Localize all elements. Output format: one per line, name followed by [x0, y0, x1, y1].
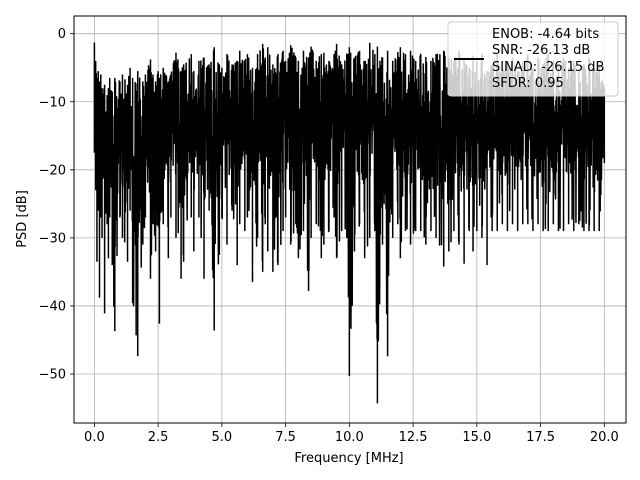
y-axis-label: PSD [dB]: [15, 190, 30, 248]
x-tick-label: 17.5: [526, 430, 555, 445]
legend-box: [447, 21, 619, 97]
y-tick-label: −50: [39, 367, 66, 382]
legend-line-enob: ENOB: -4.64 bits: [492, 27, 599, 42]
x-tick-label: 7.5: [275, 430, 296, 445]
legend-line-snr: SNR: -26.13 dB: [492, 43, 590, 58]
psd-series-path: [93, 42, 606, 404]
x-axis-label: Frequency [MHz]: [294, 451, 403, 466]
psd-series-line: [93, 42, 606, 404]
x-tick-label: 5.0: [212, 430, 233, 445]
x-tick-label: 20.0: [590, 430, 619, 445]
x-tick-label: 0.0: [84, 430, 105, 445]
legend-line-sinad: SINAD: -26.15 dB: [492, 60, 604, 75]
y-tick-label: −20: [39, 163, 66, 178]
y-tick-label: −40: [39, 299, 66, 314]
y-tick-label: 0: [58, 27, 66, 42]
x-tick-label: 10.0: [335, 430, 364, 445]
x-tick-label: 15.0: [462, 430, 491, 445]
y-tick-label: −30: [39, 231, 66, 246]
x-tick-label: 12.5: [399, 430, 428, 445]
plot-area-frame: [73, 15, 627, 424]
legend: ENOB: -4.64 bits SNR: -26.13 dB SINAD: -…: [447, 21, 619, 97]
y-tick-label: −10: [39, 95, 66, 110]
legend-line-sfdr: SFDR: 0.95: [492, 76, 564, 91]
axis-ticks: 0.0 2.5 5.0 7.5 10.0 12.5 15.0 17.5 20.0 0 −10 −20 −…: [39, 27, 619, 445]
x-tick-label: 2.5: [148, 430, 169, 445]
